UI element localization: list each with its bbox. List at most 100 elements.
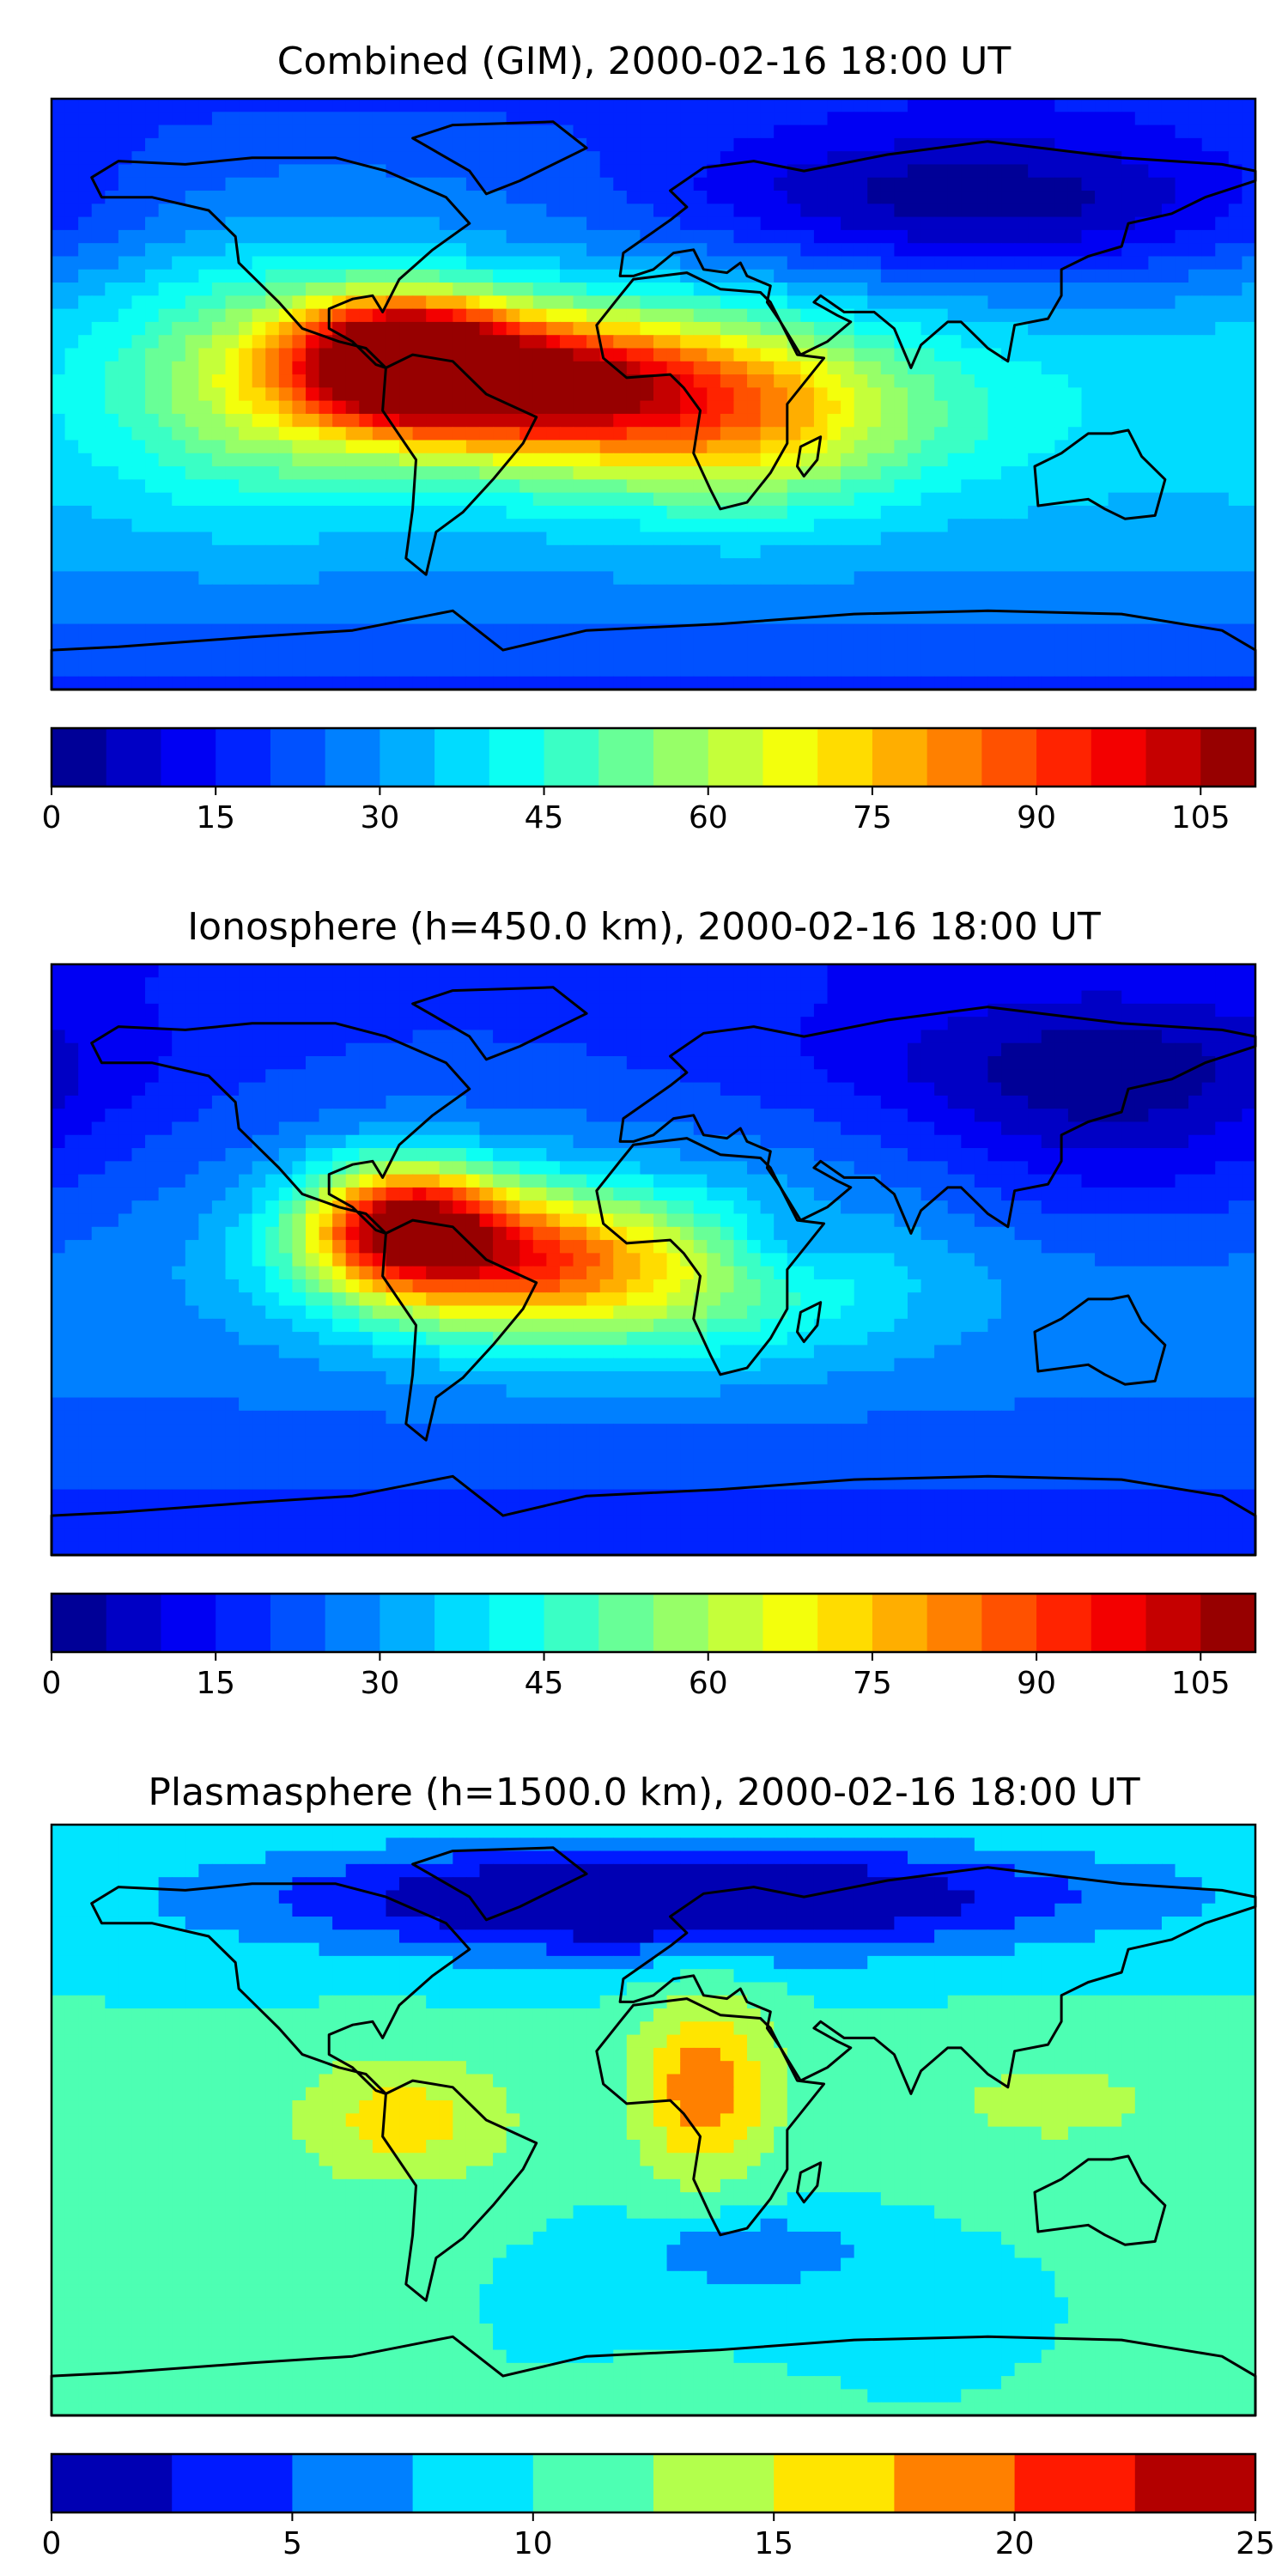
- field-cell: [747, 1056, 762, 1070]
- field-cell: [305, 1042, 320, 1057]
- field-cell: [493, 558, 507, 572]
- field-cell: [1188, 571, 1203, 586]
- field-cell: [319, 440, 333, 454]
- field-cell: [1188, 243, 1203, 258]
- field-cell: [599, 1042, 614, 1057]
- field-cell: [827, 676, 841, 690]
- field-cell: [774, 177, 788, 191]
- field-cell: [827, 544, 841, 559]
- field-cell: [680, 623, 695, 638]
- field-cell: [733, 413, 748, 428]
- field-cell: [1108, 479, 1122, 494]
- field-cell: [987, 532, 1002, 546]
- field-cell: [465, 308, 481, 323]
- field-cell: [185, 1017, 199, 1031]
- field-cell: [172, 584, 186, 598]
- field-cell: [1081, 99, 1096, 112]
- field-cell: [118, 466, 133, 480]
- field-cell: [211, 321, 227, 336]
- field-cell: [198, 1082, 213, 1097]
- field-cell: [800, 295, 815, 310]
- field-cell: [278, 1056, 293, 1070]
- field-cell: [813, 243, 829, 258]
- field-cell: [399, 1003, 414, 1018]
- field-cell: [1148, 374, 1163, 388]
- field-cell: [787, 636, 801, 651]
- field-cell: [319, 229, 333, 244]
- field-cell: [278, 400, 293, 415]
- field-cell: [546, 544, 561, 559]
- field-cell: [841, 1030, 855, 1044]
- field-cell: [760, 544, 775, 559]
- field-cell: [78, 1056, 93, 1070]
- field-cell: [880, 361, 895, 375]
- field-cell: [1041, 650, 1055, 665]
- field-cell: [1188, 532, 1203, 546]
- colorbar-band: [1091, 728, 1147, 787]
- field-cell: [172, 990, 186, 1005]
- field-cell: [359, 400, 374, 415]
- field-cell: [453, 243, 467, 258]
- field-cell: [961, 466, 975, 480]
- field-cell: [787, 191, 801, 204]
- field-cell: [680, 427, 695, 441]
- field-cell: [1188, 374, 1203, 388]
- field-cell: [961, 964, 975, 978]
- field-cell: [158, 243, 173, 258]
- field-cell: [292, 532, 307, 546]
- field-cell: [947, 466, 962, 480]
- field-cell: [666, 676, 681, 690]
- field-cell: [1001, 650, 1016, 665]
- field-cell: [1215, 164, 1230, 179]
- field-cell: [399, 597, 414, 611]
- field-cell: [1108, 413, 1122, 428]
- field-cell: [345, 479, 360, 494]
- field-cell: [1014, 243, 1029, 258]
- field-cell: [599, 611, 614, 625]
- field-cell: [546, 361, 561, 375]
- field-cell: [947, 400, 962, 415]
- field-cell: [880, 505, 895, 519]
- field-cell: [319, 505, 333, 519]
- field-cell: [841, 387, 855, 402]
- field-cell: [586, 479, 601, 494]
- field-cell: [1041, 348, 1055, 362]
- field-cell: [399, 532, 414, 546]
- field-cell: [907, 519, 922, 533]
- field-cell: [720, 1042, 735, 1057]
- field-cell: [653, 335, 668, 349]
- field-cell: [198, 519, 213, 533]
- field-cell: [292, 269, 307, 283]
- field-cell: [1108, 112, 1122, 126]
- field-cell: [292, 676, 307, 690]
- field-cell: [813, 584, 829, 598]
- field-cell: [934, 177, 949, 191]
- field-cell: [747, 256, 762, 270]
- field-cell: [1215, 283, 1230, 296]
- field-cell: [573, 99, 587, 112]
- field-cell: [787, 544, 801, 559]
- field-cell: [626, 295, 641, 310]
- field-cell: [479, 1069, 494, 1084]
- field-cell: [1215, 466, 1230, 480]
- field-cell: [1054, 544, 1069, 559]
- field-cell: [653, 1030, 668, 1044]
- field-cell: [813, 387, 829, 402]
- field-cell: [91, 229, 106, 244]
- field-cell: [800, 1017, 815, 1031]
- field-cell: [118, 335, 133, 349]
- field-cell: [386, 400, 400, 415]
- field-cell: [626, 990, 641, 1005]
- field-cell: [613, 636, 628, 651]
- field-cell: [412, 584, 427, 598]
- field-cell: [1215, 137, 1230, 152]
- field-cell: [559, 427, 574, 441]
- field-cell: [131, 479, 146, 494]
- field-cell: [800, 571, 815, 586]
- field-cell: [359, 308, 374, 323]
- field-cell: [841, 374, 855, 388]
- field-cell: [131, 335, 146, 349]
- field-cell: [813, 1069, 829, 1084]
- field-cell: [265, 374, 280, 388]
- field-cell: [947, 611, 962, 625]
